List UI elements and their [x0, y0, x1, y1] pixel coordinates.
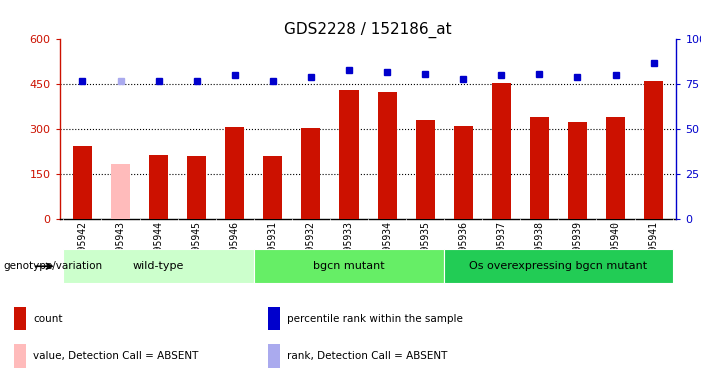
Bar	[264, 156, 283, 219]
Text: GSM95936: GSM95936	[458, 221, 468, 268]
Text: GSM95943: GSM95943	[116, 221, 125, 268]
Text: GSM95941: GSM95941	[648, 221, 659, 268]
Bar	[111, 164, 130, 219]
Text: percentile rank within the sample: percentile rank within the sample	[287, 314, 463, 324]
Bar	[378, 92, 397, 219]
Bar	[444, 249, 673, 283]
Text: GSM95935: GSM95935	[420, 221, 430, 268]
Bar	[14, 307, 26, 330]
Text: GSM95934: GSM95934	[382, 221, 392, 268]
Text: GSM95944: GSM95944	[154, 221, 163, 268]
Bar	[492, 83, 511, 219]
Bar	[416, 120, 435, 219]
Text: genotype/variation: genotype/variation	[4, 261, 102, 271]
Bar	[606, 117, 625, 219]
Bar	[254, 249, 444, 283]
Text: GSM95940: GSM95940	[611, 221, 620, 268]
Text: GSM95932: GSM95932	[306, 221, 316, 268]
Text: GSM95937: GSM95937	[496, 221, 506, 268]
Bar	[268, 344, 280, 368]
Text: rank, Detection Call = ABSENT: rank, Detection Call = ABSENT	[287, 351, 448, 361]
Bar	[187, 156, 206, 219]
Text: bgcn mutant: bgcn mutant	[313, 261, 385, 271]
Text: GSM95933: GSM95933	[344, 221, 354, 268]
Text: GSM95945: GSM95945	[191, 221, 202, 268]
Bar	[149, 155, 168, 219]
Text: GSM95931: GSM95931	[268, 221, 278, 268]
Title: GDS2228 / 152186_at: GDS2228 / 152186_at	[284, 22, 452, 38]
Bar	[73, 146, 92, 219]
Bar	[301, 128, 320, 219]
Text: count: count	[33, 314, 62, 324]
Text: value, Detection Call = ABSENT: value, Detection Call = ABSENT	[33, 351, 198, 361]
Text: GSM95938: GSM95938	[534, 221, 545, 268]
Bar	[63, 249, 254, 283]
Bar	[339, 90, 358, 219]
Bar	[454, 126, 472, 219]
Bar	[568, 122, 587, 219]
Text: Os overexpressing bgcn mutant: Os overexpressing bgcn mutant	[470, 261, 648, 271]
Bar	[14, 344, 26, 368]
Bar	[268, 307, 280, 330]
Bar	[644, 81, 663, 219]
Text: GSM95939: GSM95939	[573, 221, 583, 268]
Bar	[530, 117, 549, 219]
Text: wild-type: wild-type	[133, 261, 184, 271]
Text: GSM95942: GSM95942	[77, 221, 88, 268]
Text: GSM95946: GSM95946	[230, 221, 240, 268]
Bar	[225, 127, 244, 219]
